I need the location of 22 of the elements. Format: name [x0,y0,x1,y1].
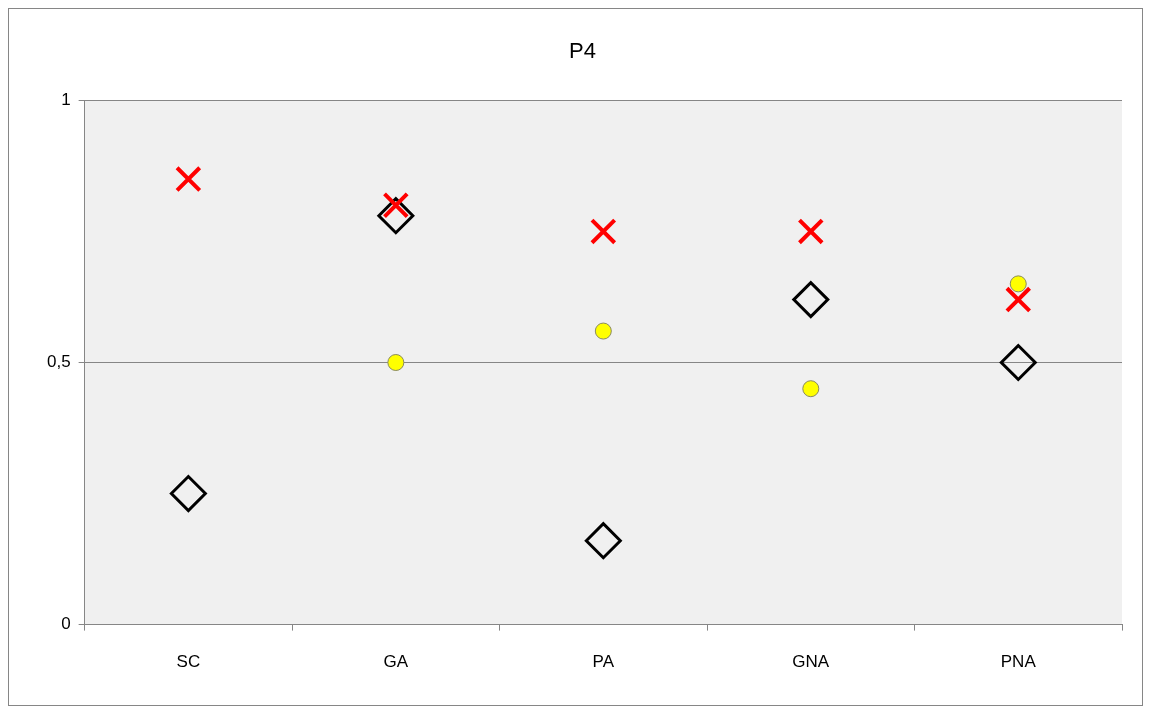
point [169,475,207,513]
point [594,322,612,340]
point [1004,286,1032,313]
point [387,354,405,371]
point [792,281,830,319]
x-tick-label: GA [383,652,409,672]
point [590,218,617,245]
point [175,165,202,193]
x-tick-label: GNA [792,652,830,672]
point [377,197,415,235]
y-tick-label: 1 [61,90,71,110]
x-tick-label: SC [176,652,201,672]
y-tick-label: 0 [61,614,71,634]
point [999,344,1037,381]
point [797,218,825,245]
y-tick-label: 0,5 [46,352,71,372]
point [802,380,820,398]
point [1009,275,1027,293]
chart-title: P4 [569,38,596,64]
point [584,522,622,560]
x-tick-label: PA [592,652,615,672]
x-tick-label: PNA [1000,652,1037,672]
